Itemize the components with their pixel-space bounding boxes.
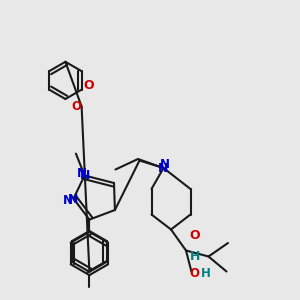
Text: N: N [63, 194, 73, 207]
Text: N: N [68, 193, 79, 206]
Text: N: N [80, 169, 91, 182]
Text: O: O [190, 229, 200, 242]
Text: H: H [190, 250, 200, 263]
Text: N: N [76, 167, 87, 180]
Text: N: N [158, 161, 169, 175]
Text: O: O [189, 267, 200, 280]
Text: O: O [71, 100, 81, 113]
Text: N: N [160, 158, 170, 172]
Text: O: O [83, 79, 94, 92]
Text: H: H [201, 267, 211, 280]
